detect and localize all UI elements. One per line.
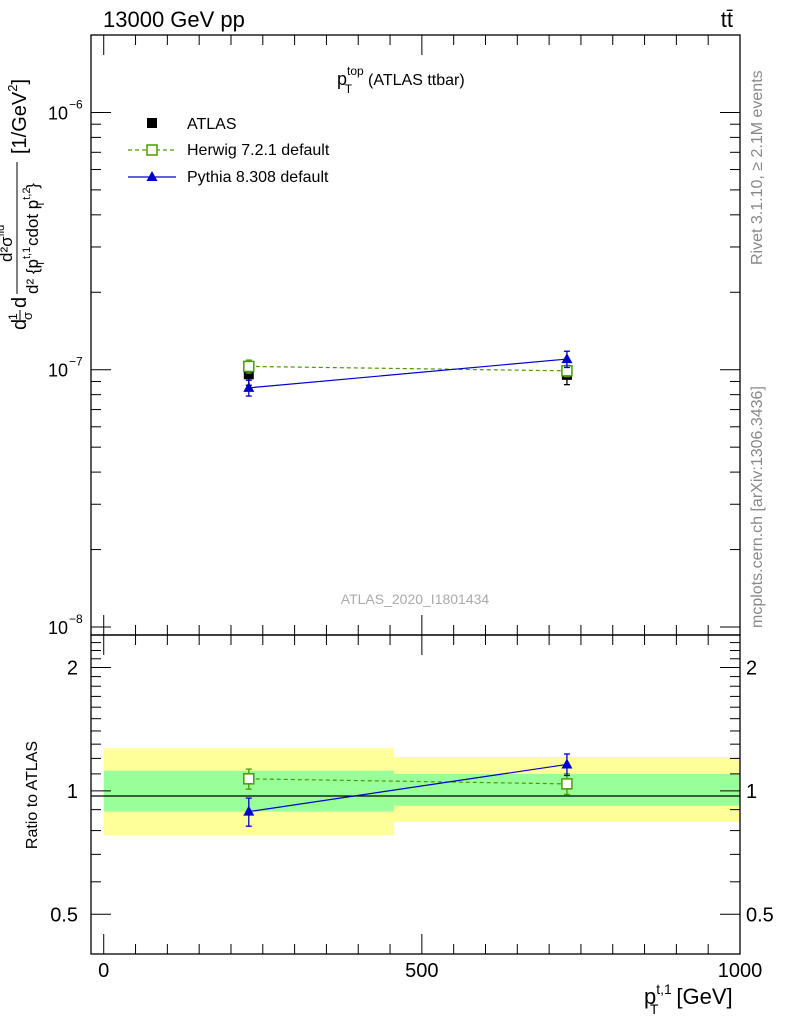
x-tick-label: 1000 [718,960,763,982]
plot-title: ptop T (ATLAS ttbar) [337,64,465,96]
legend-label-atlas: ATLAS [187,116,237,133]
ratio-y-axis-label: Ratio to ATLAS [24,741,41,849]
mcplots-info: mcplots.cern.ch [arXiv:1306.3436] [749,386,766,628]
data-point [243,369,254,380]
y-tick-label-exponent: −6 [69,97,83,111]
ratio-y-tick-label: 1 [67,781,78,803]
ratio-plot-area [243,753,573,827]
ratio-data-point [243,805,255,816]
ratio-series-line [248,763,568,813]
y-tick-label-exponent: −7 [69,355,83,369]
header-left: 13000 GeV pp [103,7,245,32]
y-tick-label: 10 [48,103,68,123]
series-line [248,365,567,372]
legend: ATLAS Herwig 7.2.1 default Pythia 8.308 … [128,116,330,186]
legend-marker-herwig [146,144,158,156]
main-y-ticks: 10−810−710−6 [48,34,740,638]
ratio-y-ticks: 0.5 0.5 1 1 2 2 [50,634,774,926]
ratio-data-point [243,773,255,785]
rivet-info: Rivet 3.1.10, ≥ 2.1M events [749,70,766,265]
x-axis-label: pt,1 T [GeV] [644,981,733,1017]
legend-marker-pythia [146,171,158,181]
ratio-uncertainty-bands [103,748,740,836]
ratio-data-point [561,778,573,790]
svg-text:σ: σ [20,312,35,320]
legend-marker-atlas [147,118,157,128]
y-tick-label: 10 [48,618,68,638]
ratio-y-tick-label-right: 0.5 [746,904,774,926]
x-tick-label: 0 [98,960,109,982]
svg-text:d²σfid: d²σfid [0,225,16,262]
analysis-label: ATLAS_2020_I1801434 [341,591,490,607]
y-tick-label: 10 [48,361,68,381]
svg-text:1: 1 [6,313,20,320]
ratio-frame [90,634,741,955]
data-point [243,360,255,373]
main-x-ticks [103,35,741,635]
legend-label-pythia: Pythia 8.308 default [187,169,329,186]
series-line [248,358,567,389]
ratio-y-tick-label: 2 [67,657,78,679]
header-right: tt̄ [721,7,733,32]
ratio-y-tick-label-right: 2 [746,657,757,679]
legend-label-herwig: Herwig 7.2.1 default [187,142,330,159]
svg-text:[1/GeV2]: [1/GeV2] [5,79,31,154]
ratio-y-tick-label-right: 1 [746,781,757,803]
ratio-panel: 0.5 0.5 1 1 2 2 0 500 1000 [50,634,774,982]
main-plot-area [243,350,573,397]
svg-text:d: d [9,297,31,308]
data-point [243,381,255,392]
ratio-y-tick-label: 0.5 [50,904,78,926]
data-point [561,353,573,364]
ratio-x-ticks: 0 500 1000 [98,635,762,982]
main-y-axis-label: d 1 σ d d²σfid d² {pt,1Tcdot pt,2T} [1/G… [0,79,47,330]
ratio-data-point [561,758,573,769]
x-tick-label: 500 [405,960,438,982]
svg-text:d: d [9,319,31,330]
svg-text:d² {pt,1Tcdot pt,2T}: d² {pt,1Tcdot pt,2T} [21,183,47,294]
y-tick-label-exponent: −8 [69,612,83,626]
